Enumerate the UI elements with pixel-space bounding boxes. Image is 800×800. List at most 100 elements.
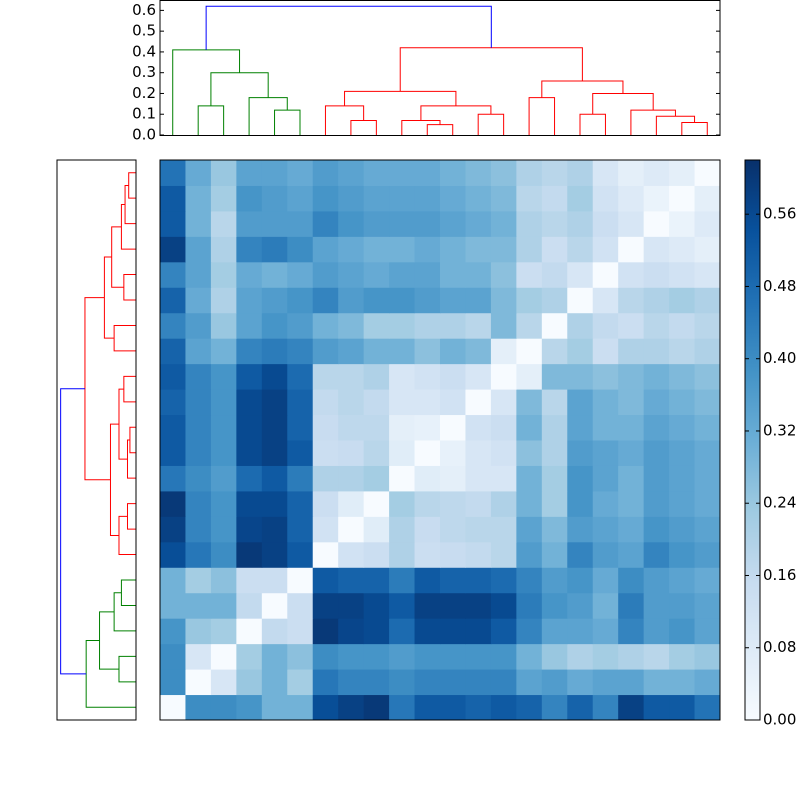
- heatmap-cell: [567, 236, 594, 263]
- heatmap-cell: [389, 465, 416, 492]
- heatmap-cell: [312, 618, 339, 645]
- dendrogram-link: [399, 47, 583, 92]
- heatmap-cell: [338, 669, 365, 696]
- heatmap-cell: [440, 541, 466, 568]
- colorbar-frame: [744, 159, 761, 721]
- heatmap-cell: [694, 490, 721, 517]
- heatmap-cell: [338, 287, 365, 314]
- heatmap-cell: [287, 541, 314, 568]
- heatmap-cell: [389, 490, 416, 517]
- heatmap-cell: [643, 414, 670, 441]
- heatmap-cell: [618, 440, 645, 466]
- dendrogram-link: [350, 119, 377, 135]
- heatmap-cell: [516, 210, 543, 237]
- heatmap-cell: [363, 643, 390, 670]
- heatmap-cell: [287, 210, 314, 237]
- heatmap-cell: [541, 210, 568, 237]
- heatmap-cell: [669, 618, 696, 645]
- heatmap-cell: [210, 516, 237, 543]
- heatmap-cell: [643, 567, 670, 594]
- heatmap-cell: [440, 490, 466, 517]
- heatmap-cell: [669, 210, 696, 237]
- heatmap-cell: [669, 338, 696, 365]
- heatmap-cell: [210, 389, 237, 416]
- heatmap-cell: [261, 618, 288, 645]
- heatmap-cell: [363, 440, 390, 466]
- heatmap-cell: [490, 567, 517, 594]
- heatmap-cell: [389, 338, 416, 365]
- heatmap-cell: [236, 567, 263, 594]
- heatmap-cell: [541, 541, 568, 568]
- heatmap-cell: [363, 287, 390, 314]
- heatmap-cell: [567, 567, 594, 594]
- heatmap-cell: [440, 236, 466, 263]
- heatmap-cell: [287, 516, 314, 543]
- heatmap-cell: [287, 643, 314, 670]
- heatmap-cell: [236, 287, 263, 314]
- heatmap-cell: [236, 312, 263, 339]
- heatmap-cell: [541, 643, 568, 670]
- heatmap-cell: [185, 363, 212, 390]
- heatmap-cell: [694, 669, 721, 696]
- heatmap-cell: [694, 694, 721, 721]
- heatmap-cell: [389, 363, 416, 390]
- heatmap-cell: [541, 185, 568, 212]
- heatmap-cell: [185, 592, 212, 619]
- heatmap-cell: [541, 363, 568, 390]
- dendrogram-link: [248, 97, 288, 135]
- heatmap-cell: [516, 261, 543, 288]
- heatmap-cell: [389, 592, 416, 619]
- heatmap-cell: [261, 541, 288, 568]
- heatmap-cell: [236, 541, 263, 568]
- heatmap-cell: [592, 363, 619, 390]
- dendrogram-link: [85, 639, 136, 708]
- heatmap-cell: [185, 414, 212, 441]
- heatmap-cell: [236, 338, 263, 365]
- heatmap-cell: [516, 694, 543, 721]
- heatmap-cell: [490, 490, 517, 517]
- heatmap-cell: [465, 465, 492, 492]
- heatmap-cell: [669, 160, 696, 186]
- heatmap-cell: [414, 160, 441, 186]
- colorbar-tick-label: 0.48: [763, 277, 796, 295]
- heatmap-cell: [389, 516, 416, 543]
- heatmap-cell: [210, 185, 237, 212]
- heatmap-cell: [490, 210, 517, 237]
- heatmap-cell: [541, 261, 568, 288]
- heatmap-cell: [643, 210, 670, 237]
- heatmap-cell: [160, 287, 186, 314]
- heatmap-cell: [669, 414, 696, 441]
- heatmap-cell: [363, 389, 390, 416]
- heatmap-cell: [567, 694, 594, 721]
- heatmap-cell: [236, 516, 263, 543]
- colorbar-tick-label: 0.56: [763, 205, 796, 223]
- heatmap-cell: [541, 618, 568, 645]
- heatmap-cell: [363, 618, 390, 645]
- heatmap-cell: [236, 440, 263, 466]
- heatmap-cell: [440, 440, 466, 466]
- heatmap-cell: [567, 643, 594, 670]
- heatmap-cell: [643, 669, 670, 696]
- heatmap-cell: [694, 185, 721, 212]
- heatmap-cell: [490, 312, 517, 339]
- heatmap-cell: [516, 185, 543, 212]
- dendrogram-link: [113, 324, 136, 352]
- heatmap-cell: [541, 592, 568, 619]
- heatmap-cell: [567, 261, 594, 288]
- heatmap-cell: [160, 185, 186, 212]
- heatmap-cell: [363, 236, 390, 263]
- heatmap-cell: [287, 261, 314, 288]
- heatmap-cell: [210, 618, 237, 645]
- heatmap-cell: [694, 440, 721, 466]
- heatmap-cell: [312, 261, 339, 288]
- heatmap-cell: [618, 185, 645, 212]
- heatmap-cell: [210, 160, 237, 186]
- heatmap-cell: [669, 236, 696, 263]
- heatmap-cell: [261, 261, 288, 288]
- dendrogram-link: [630, 109, 676, 135]
- dendrogram-link: [126, 503, 136, 530]
- dendrogram-link: [210, 72, 269, 106]
- heatmap-cell: [414, 338, 441, 365]
- heatmap-cell: [414, 490, 441, 517]
- heatmap-cell: [261, 643, 288, 670]
